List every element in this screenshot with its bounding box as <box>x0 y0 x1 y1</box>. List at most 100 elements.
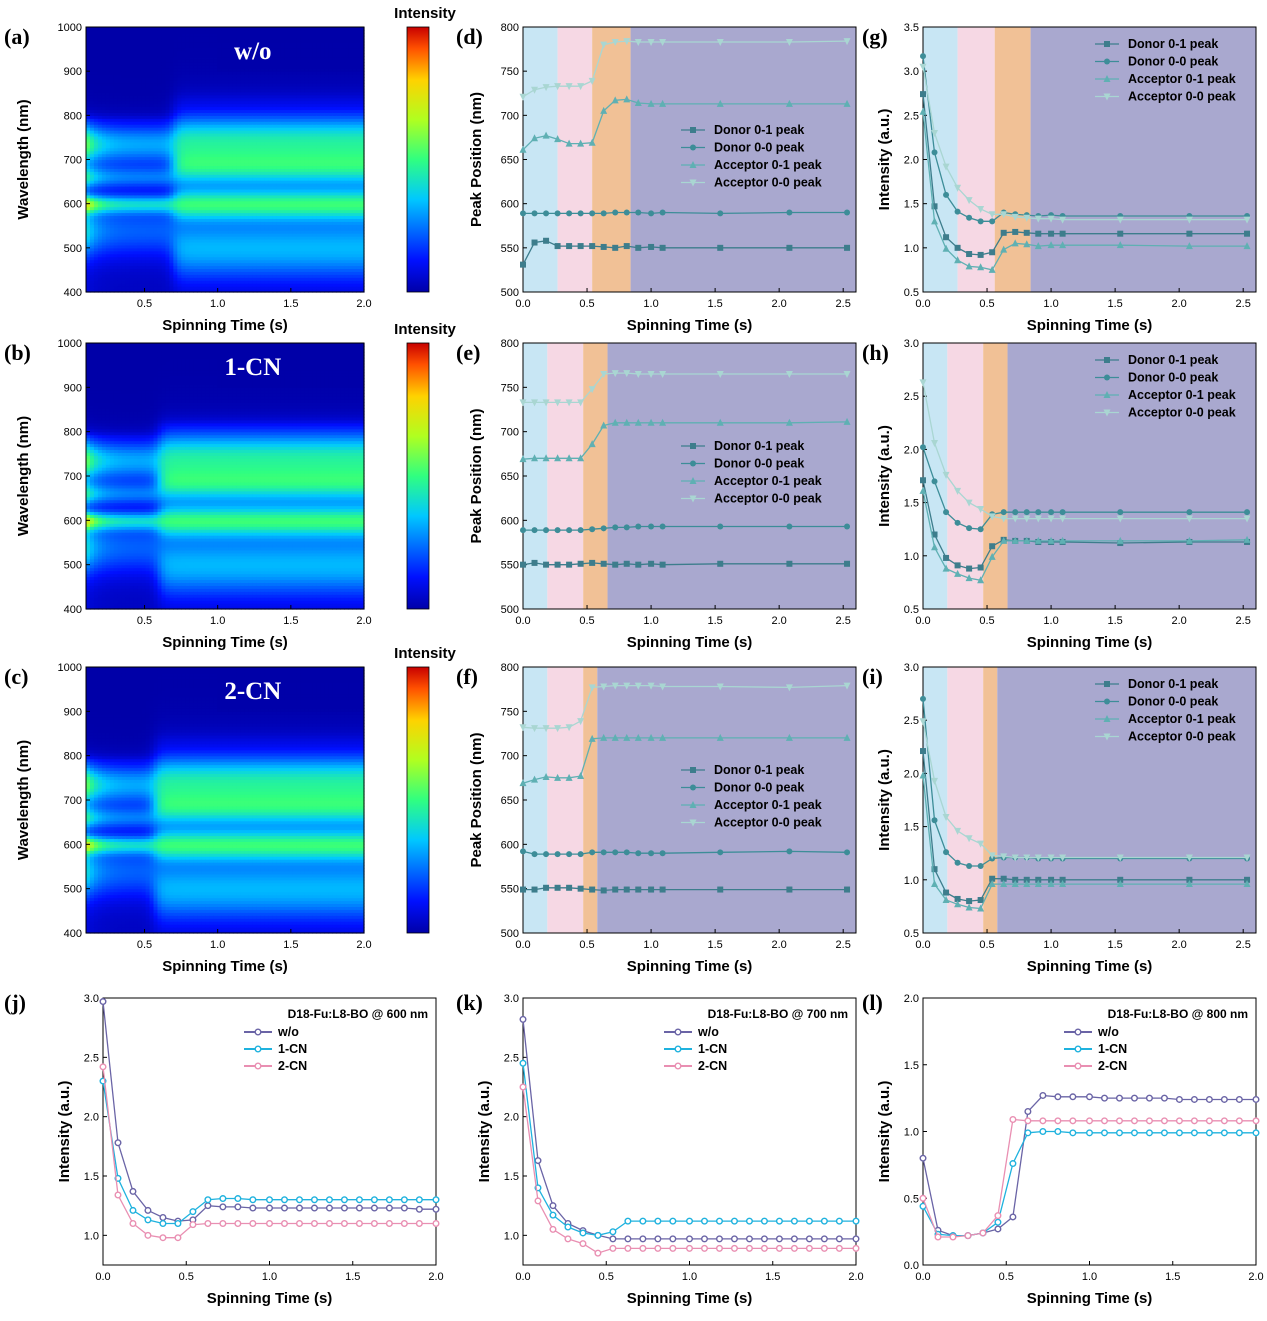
heatmap-cell <box>201 47 206 52</box>
heatmap-cell <box>193 262 198 267</box>
heatmap-cell <box>189 97 194 102</box>
heatmap-cell <box>137 262 143 267</box>
heatmap-cell <box>117 236 123 240</box>
heatmap-cell <box>161 62 167 66</box>
heatmap-cell <box>113 29 119 34</box>
heatmap-cell <box>205 191 210 196</box>
heatmap-cell <box>137 159 143 164</box>
heatmap-cell <box>205 183 210 187</box>
heatmap-cell <box>141 85 147 90</box>
heatmap-cell <box>141 97 147 102</box>
heatmap-cell <box>181 218 186 222</box>
heatmap-cell <box>193 97 198 102</box>
heatmap-cell <box>145 88 151 93</box>
heatmap-cell <box>117 191 123 196</box>
heatmap-cell <box>165 191 170 196</box>
heatmap-cell <box>157 88 163 93</box>
heatmap-cell <box>145 118 151 122</box>
heatmap-cell <box>201 171 206 175</box>
heatmap-cell <box>185 244 190 249</box>
heatmap-cell <box>165 256 170 261</box>
heatmap-cell <box>117 121 123 125</box>
heatmap-cell <box>89 194 95 199</box>
heatmap-cell <box>133 82 139 87</box>
heatmap-cell <box>129 162 135 166</box>
heatmap-cell <box>209 268 214 272</box>
heatmap-cell <box>109 180 115 184</box>
heatmap-cell <box>101 174 107 178</box>
heatmap-cell <box>97 250 103 255</box>
heatmap-cell <box>93 224 99 228</box>
heatmap-cell <box>121 62 127 66</box>
heatmap-cell <box>149 277 155 281</box>
heatmap-cell <box>117 100 123 105</box>
heatmap-cell <box>97 91 103 96</box>
heatmap-cell <box>177 233 182 237</box>
heatmap-cell <box>93 171 99 175</box>
heatmap-cell <box>145 124 151 128</box>
heatmap-cell <box>161 162 167 166</box>
heatmap-cell <box>201 174 206 178</box>
heatmap-cell <box>165 65 170 69</box>
heatmap-cell <box>97 168 103 172</box>
heatmap-cell <box>157 109 163 113</box>
heatmap-cell <box>169 147 174 152</box>
heatmap-cell <box>137 74 143 78</box>
heatmap-cell <box>89 124 95 128</box>
heatmap-cell <box>89 82 95 87</box>
heatmap-cell <box>129 156 135 161</box>
heatmap-cell <box>129 141 135 146</box>
heatmap-cell <box>165 271 170 275</box>
heatmap-cell <box>197 85 202 90</box>
heatmap-cell <box>86 118 91 122</box>
heatmap-cell <box>181 188 186 193</box>
heatmap-cell <box>205 239 210 243</box>
heatmap-cell <box>181 109 186 113</box>
heatmap-cell <box>201 259 206 264</box>
heatmap-cell <box>121 156 127 161</box>
heatmap-cell <box>189 197 194 202</box>
heatmap-cell <box>125 194 131 199</box>
heatmap-cell <box>189 44 194 49</box>
heatmap-cell <box>149 118 155 122</box>
heatmap-cell <box>141 241 147 246</box>
heatmap-cell <box>97 35 103 40</box>
heatmap-cell <box>117 283 123 287</box>
heatmap-cell <box>149 271 155 275</box>
heatmap-cell <box>197 224 202 228</box>
heatmap-cell <box>177 147 182 152</box>
heatmap-cell <box>133 147 139 152</box>
heatmap-cell <box>141 159 147 164</box>
heatmap-cell <box>129 253 135 258</box>
heatmap-cell <box>133 289 139 293</box>
heatmap-cell <box>93 59 99 63</box>
heatmap-cell <box>133 230 139 234</box>
heatmap-cell <box>181 130 186 134</box>
heatmap-cell <box>145 250 151 255</box>
heatmap-cell <box>205 68 210 72</box>
heatmap-cell <box>109 168 115 172</box>
heatmap-cell <box>228 27 234 31</box>
heatmap-cell <box>109 239 115 243</box>
heatmap-cell <box>141 233 147 237</box>
heatmap-cell <box>125 224 131 228</box>
heatmap-cell <box>165 118 170 122</box>
heatmap-cell <box>109 41 115 46</box>
heatmap-cell <box>133 32 139 37</box>
heatmap-cell <box>169 265 174 270</box>
heatmap-cell <box>193 186 198 190</box>
heatmap-cell <box>153 194 159 199</box>
heatmap-cell <box>105 133 111 137</box>
heatmap-cell <box>177 239 182 243</box>
heatmap-cell <box>89 153 95 158</box>
heatmap-cell <box>205 271 210 275</box>
heatmap-cell <box>185 174 190 178</box>
heatmap-cell <box>141 109 147 113</box>
heatmap-cell <box>157 94 163 99</box>
heatmap-cell <box>125 262 131 267</box>
heatmap-cell <box>149 250 155 255</box>
heatmap-cell <box>137 171 143 175</box>
heatmap-cell <box>93 233 99 237</box>
heatmap-cell <box>169 165 174 169</box>
heatmap-cell <box>137 221 143 225</box>
